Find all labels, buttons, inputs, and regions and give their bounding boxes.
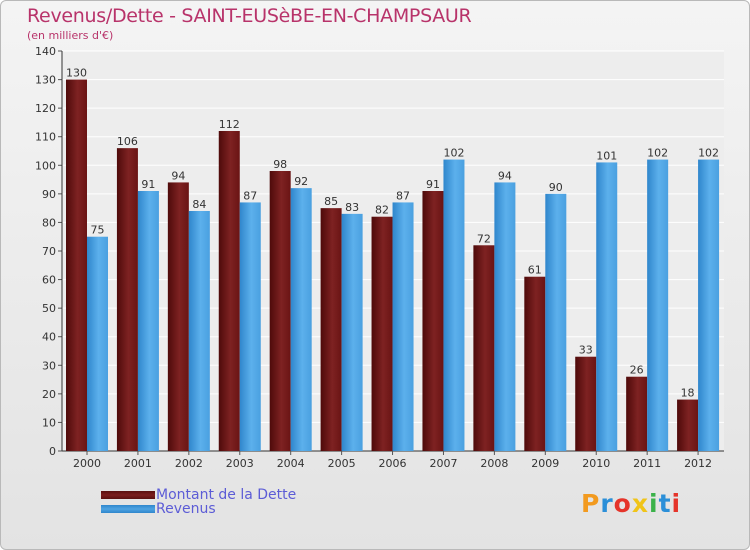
x-tick-label-2000: 2000 xyxy=(73,457,101,470)
x-tick-label-2012: 2012 xyxy=(684,457,712,470)
data-label-dette-2005: 85 xyxy=(324,195,338,208)
data-label-revenus-2006: 87 xyxy=(396,189,410,202)
y-tick-label: 90 xyxy=(42,188,56,201)
data-label-dette-2008: 72 xyxy=(477,232,491,245)
bar-revenus-2009 xyxy=(545,193,567,451)
y-tick-label: 60 xyxy=(42,274,56,287)
y-tick-label: 10 xyxy=(42,416,56,429)
logo-letter: i xyxy=(649,489,659,518)
data-label-dette-2002: 94 xyxy=(171,169,185,182)
x-tick-label-2007: 2007 xyxy=(429,457,457,470)
data-label-revenus-2007: 102 xyxy=(443,147,464,160)
data-label-revenus-2012: 102 xyxy=(698,147,719,160)
data-label-dette-2010: 33 xyxy=(579,344,593,357)
bar-dette-2007 xyxy=(422,191,444,451)
x-tick-label-2010: 2010 xyxy=(582,457,610,470)
bar-dette-2008 xyxy=(473,245,495,451)
y-tick-label: 100 xyxy=(35,159,56,172)
data-label-revenus-2005: 83 xyxy=(345,201,359,214)
y-tick-label: 20 xyxy=(42,388,56,401)
y-tick-label: 140 xyxy=(35,45,56,58)
x-tick-label-2011: 2011 xyxy=(633,457,661,470)
data-label-dette-2000: 130 xyxy=(66,67,87,80)
data-label-revenus-2010: 101 xyxy=(596,149,617,162)
bar-revenus-2008 xyxy=(494,182,516,451)
logo-letter: i xyxy=(671,489,682,518)
bar-revenus-2003 xyxy=(239,202,261,451)
x-tick-label-2008: 2008 xyxy=(480,457,508,470)
bar-dette-2002 xyxy=(167,182,189,451)
bar-dette-2010 xyxy=(575,356,597,451)
y-tick-label: 80 xyxy=(42,216,56,229)
x-tick-label-2003: 2003 xyxy=(226,457,254,470)
bar-dette-2001 xyxy=(116,148,138,451)
y-tick-label: 40 xyxy=(42,331,56,344)
data-label-revenus-2008: 94 xyxy=(498,169,512,182)
x-tick-label-2009: 2009 xyxy=(531,457,559,470)
bar-dette-2006 xyxy=(371,216,393,451)
data-label-dette-2011: 26 xyxy=(630,364,644,377)
chart-subtitle: (en milliers d'€) xyxy=(27,29,114,42)
data-label-revenus-2004: 92 xyxy=(294,175,308,188)
bar-dette-2009 xyxy=(524,276,546,451)
data-label-revenus-2002: 84 xyxy=(192,198,206,211)
bar-dette-2012 xyxy=(677,399,699,451)
proxiti-logo: Proxiti xyxy=(581,489,681,518)
y-tick-label: 0 xyxy=(49,445,56,458)
x-tick-label-2006: 2006 xyxy=(379,457,407,470)
legend-swatch-dette xyxy=(101,491,155,499)
bar-revenus-2010 xyxy=(596,162,618,451)
x-tick-label-2001: 2001 xyxy=(124,457,152,470)
y-tick-label: 30 xyxy=(42,359,56,372)
bar-revenus-2004 xyxy=(290,188,312,451)
legend-label-dette: Montant de la Dette xyxy=(156,487,297,503)
data-label-revenus-2003: 87 xyxy=(243,189,257,202)
data-label-revenus-2011: 102 xyxy=(647,147,668,160)
data-label-dette-2003: 112 xyxy=(219,118,240,131)
bar-revenus-2002 xyxy=(188,211,210,451)
bar-revenus-2005 xyxy=(341,213,363,451)
bar-dette-2011 xyxy=(626,376,648,451)
bar-revenus-2007 xyxy=(443,159,465,452)
bar-revenus-2006 xyxy=(392,202,414,451)
x-tick-label-2002: 2002 xyxy=(175,457,203,470)
data-label-dette-2007: 91 xyxy=(426,178,440,191)
x-tick-label-2004: 2004 xyxy=(277,457,305,470)
data-label-revenus-2001: 91 xyxy=(141,178,155,191)
legend-swatch-revenus xyxy=(101,505,155,513)
logo-letter: P xyxy=(581,489,601,518)
data-label-dette-2009: 61 xyxy=(528,264,542,277)
chart-title: Revenus/Dette - SAINT-EUSèBE-EN-CHAMPSAU… xyxy=(27,5,472,27)
legend-label-revenus: Revenus xyxy=(156,501,216,517)
data-label-revenus-2000: 75 xyxy=(91,224,105,237)
data-label-dette-2006: 82 xyxy=(375,204,389,217)
logo-letter: r xyxy=(600,489,614,518)
bar-revenus-2012 xyxy=(698,159,720,452)
logo-letter: t xyxy=(658,489,672,518)
y-tick-label: 120 xyxy=(35,102,56,115)
data-label-dette-2012: 18 xyxy=(681,387,695,400)
x-tick-label-2005: 2005 xyxy=(328,457,356,470)
y-tick-label: 70 xyxy=(42,245,56,258)
bar-revenus-2011 xyxy=(647,159,669,452)
y-tick-label: 130 xyxy=(35,74,56,87)
bar-dette-2005 xyxy=(320,208,342,451)
data-label-dette-2001: 106 xyxy=(117,135,138,148)
y-tick-label: 110 xyxy=(35,131,56,144)
data-label-revenus-2009: 90 xyxy=(549,181,563,194)
logo-letter: x xyxy=(631,489,649,518)
bar-dette-2004 xyxy=(269,171,291,451)
bar-revenus-2001 xyxy=(137,191,159,451)
logo-letter: o xyxy=(613,489,632,518)
y-tick-label: 50 xyxy=(42,302,56,315)
bar-dette-2003 xyxy=(218,131,240,451)
bar-dette-2000 xyxy=(66,79,87,452)
bar-revenus-2000 xyxy=(87,236,108,451)
data-label-dette-2004: 98 xyxy=(273,158,287,171)
